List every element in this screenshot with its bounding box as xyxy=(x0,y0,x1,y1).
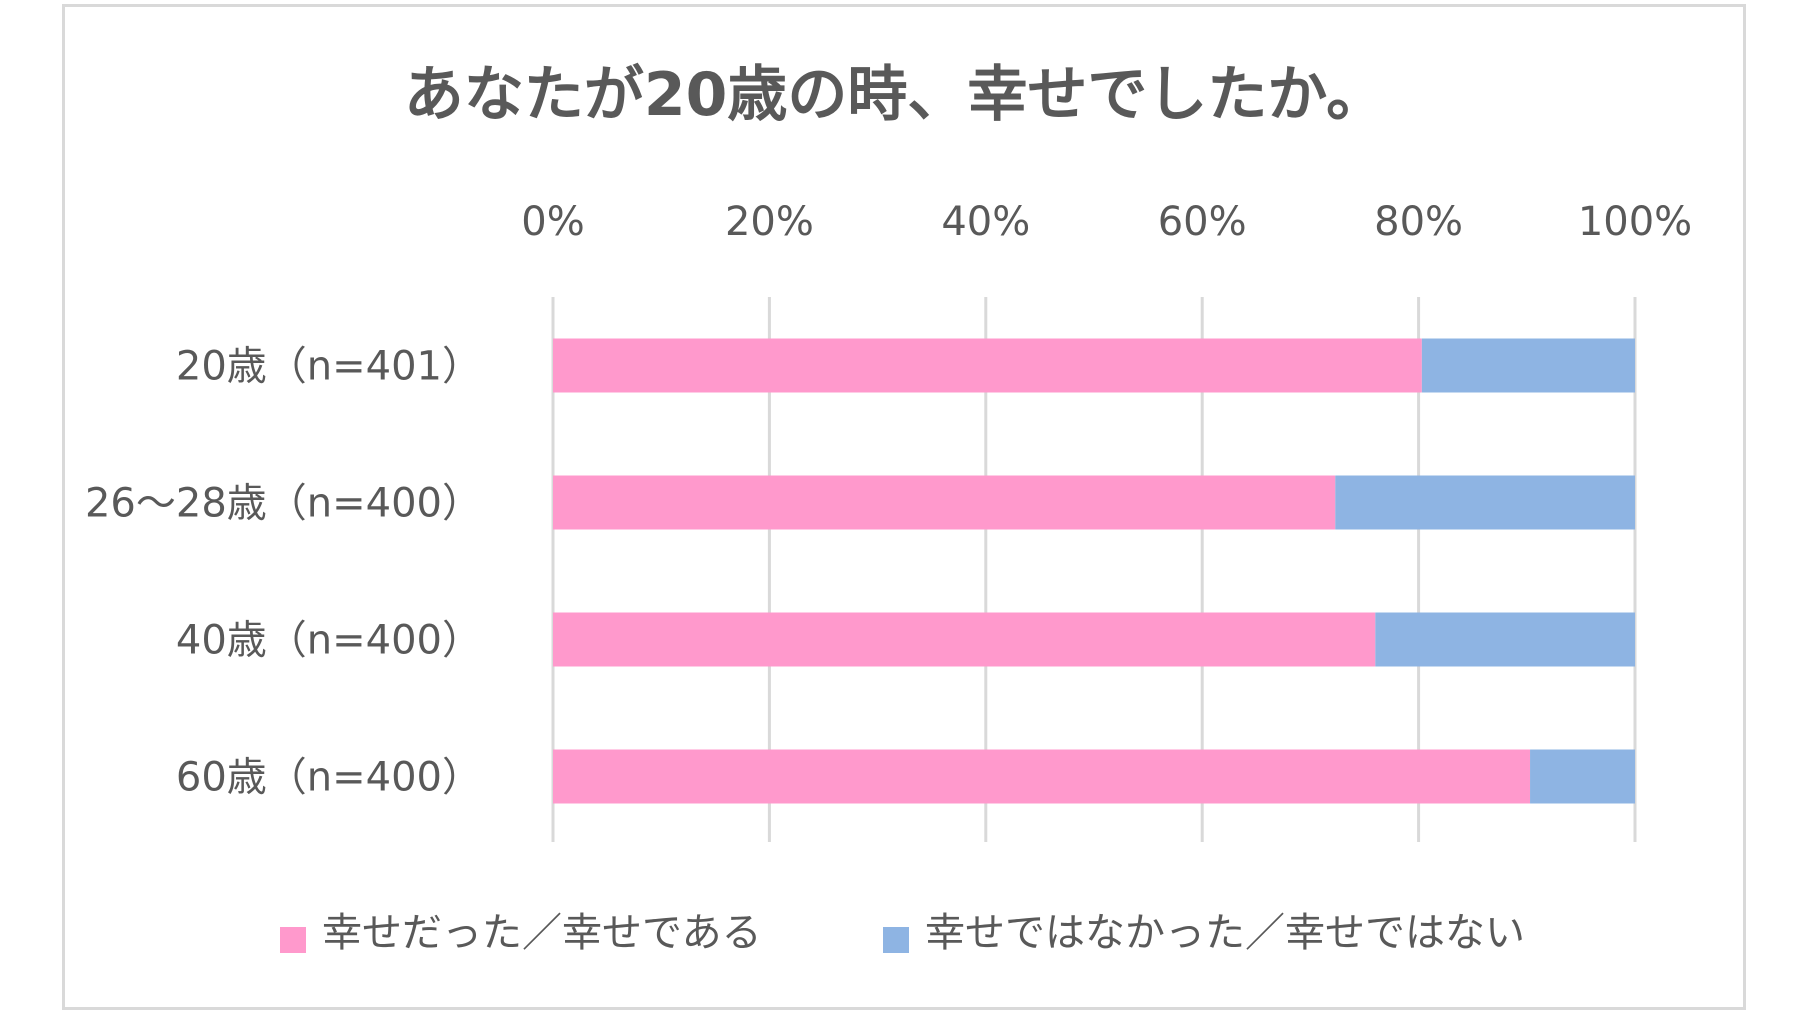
bar-segment-happy xyxy=(553,475,1336,530)
legend-swatch xyxy=(883,927,909,953)
category-label: 40歳（n=400） xyxy=(176,618,482,664)
bar-segment-not-happy xyxy=(1335,475,1635,530)
x-tick-label: 80% xyxy=(1374,199,1463,245)
bar-segment-happy xyxy=(553,612,1376,667)
category-label: 60歳（n=400） xyxy=(176,755,482,801)
category-label: 20歳（n=401） xyxy=(176,344,482,390)
bar-segment-happy xyxy=(553,338,1422,393)
chart-title: あなたが20歳の時、幸せでしたか。 xyxy=(404,60,1386,130)
x-tick-label: 40% xyxy=(941,199,1030,245)
category-label: 26～28歳（n=400） xyxy=(85,481,482,527)
x-axis-tick-labels: 0% 20% 40% 60% 80% 100% xyxy=(521,199,1692,245)
legend-label: 幸せだった／幸せである xyxy=(322,910,762,956)
x-tick-label: 100% xyxy=(1578,199,1692,245)
bar-segment-happy xyxy=(553,749,1531,804)
bar-segment-not-happy xyxy=(1375,612,1635,667)
bar-segment-not-happy xyxy=(1530,749,1635,804)
legend-label: 幸せではなかった／幸せではない xyxy=(925,910,1525,956)
x-tick-label: 20% xyxy=(725,199,814,245)
bar-segment-not-happy xyxy=(1421,338,1635,393)
bars xyxy=(553,338,1635,804)
x-tick-label: 60% xyxy=(1158,199,1247,245)
y-axis-category-labels: 20歳（n=401） 26～28歳（n=400） 40歳（n=400） 60歳（n=4… xyxy=(85,344,482,801)
legend-swatch xyxy=(280,927,306,953)
x-tick-label: 0% xyxy=(521,199,584,245)
legend: 幸せだった／幸せである 幸せではなかった／幸せではない xyxy=(280,910,1525,956)
